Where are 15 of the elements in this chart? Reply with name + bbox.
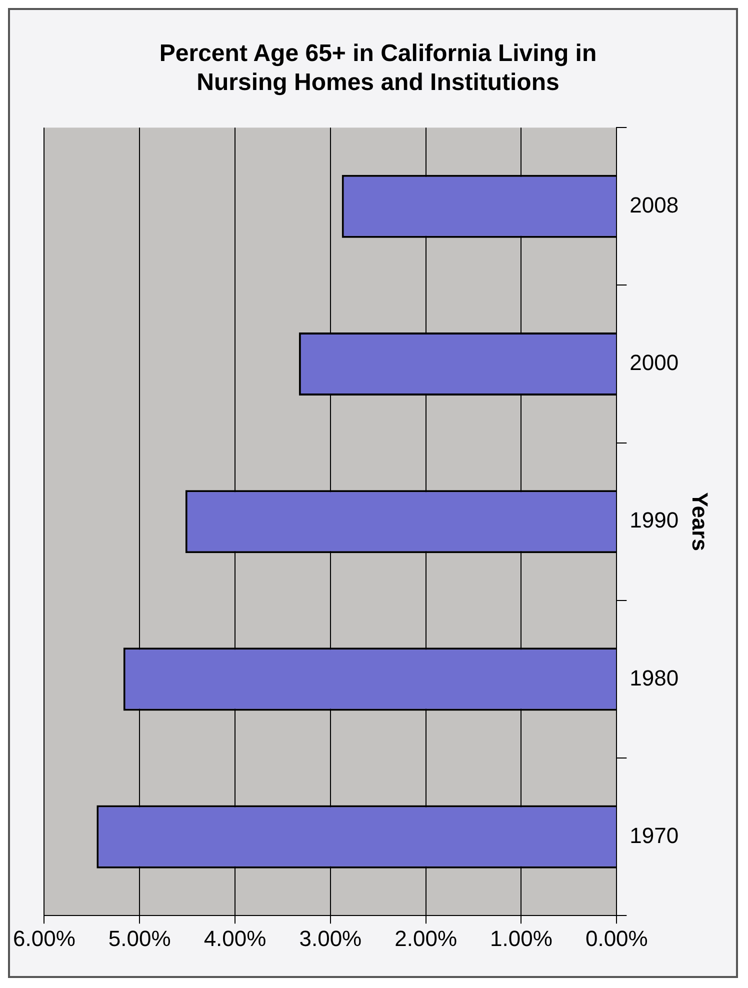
x-tick-label: 0.00% xyxy=(585,926,648,951)
y-tick-label: 2008 xyxy=(630,192,679,218)
x-tick-label: 1.00% xyxy=(490,926,552,951)
y-tick-label: 2000 xyxy=(630,350,679,376)
text: Nursing Homes and Institutions xyxy=(196,68,560,96)
x-tick-label: 2.00% xyxy=(394,926,458,951)
y-tick-label: 1970 xyxy=(630,822,679,848)
y-tick-label: 1990 xyxy=(630,508,679,533)
y-axis-title: Years xyxy=(688,492,713,551)
x-tick-label: 5.00% xyxy=(108,926,171,951)
text: Percent Age 65+ in California Living in xyxy=(159,40,597,68)
x-tick-label: 3.00% xyxy=(299,926,362,951)
x-tick-label: 6.00% xyxy=(12,926,76,951)
y-tick-label: 1980 xyxy=(630,665,679,690)
x-tick-label: 4.00% xyxy=(204,926,266,951)
